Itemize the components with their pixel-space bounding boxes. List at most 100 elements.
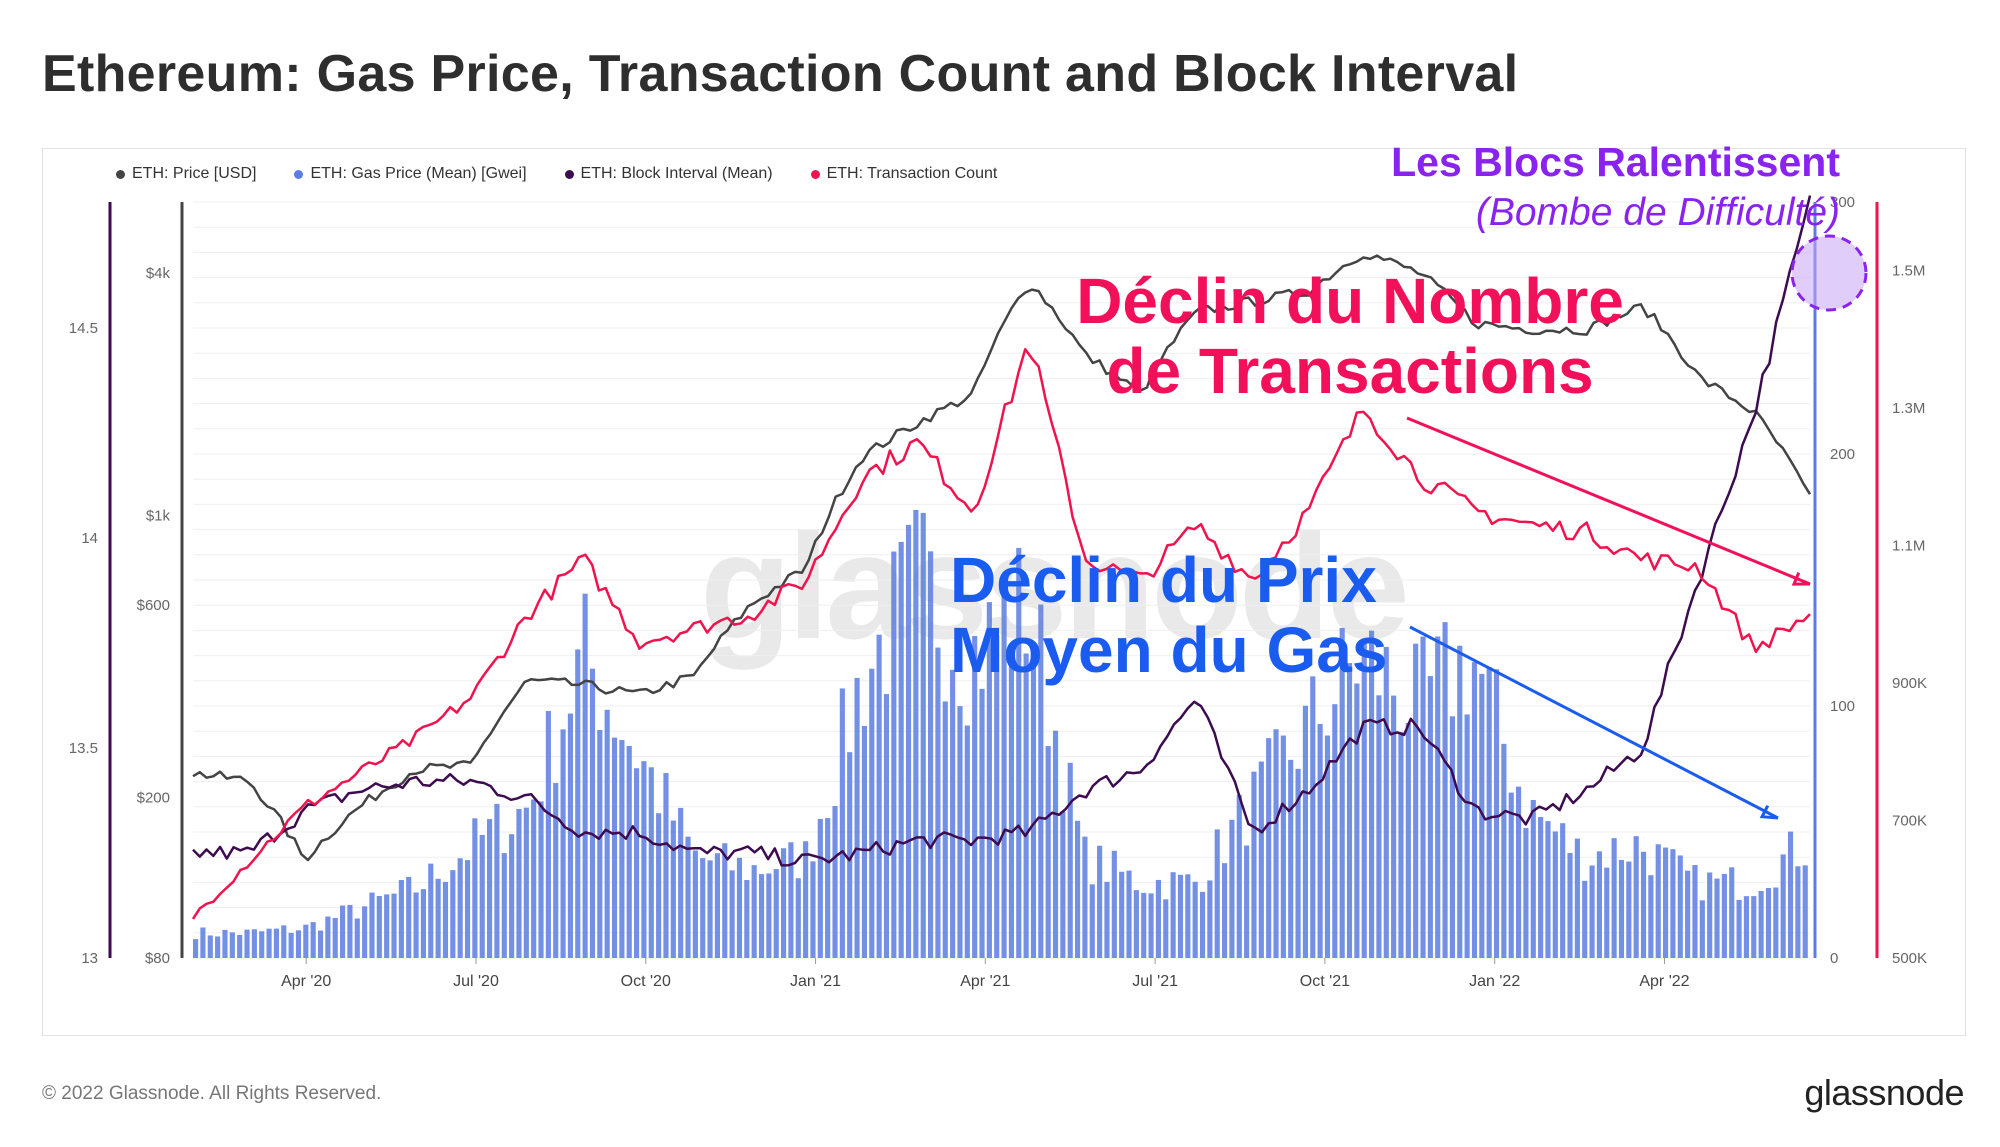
tick-label-tx: 900K (1892, 675, 1927, 692)
gas-bar (722, 843, 728, 958)
gas-bar (1148, 893, 1154, 958)
x-tick-label: Jan '22 (1469, 973, 1520, 990)
gas-bar (1530, 799, 1536, 958)
gas-bar (567, 713, 573, 958)
gas-bar (1765, 887, 1772, 958)
gas-bar (428, 863, 434, 958)
gas-bar (1560, 823, 1566, 958)
gas-bar (464, 860, 471, 958)
gas-bar (384, 894, 390, 958)
gas-bar (1038, 604, 1044, 958)
gas-bar (678, 807, 684, 958)
gas-bar (950, 669, 956, 958)
x-tick-label: Apr '22 (1639, 973, 1689, 990)
gas-bar (376, 896, 382, 958)
gas-bar (854, 677, 860, 958)
tick-label-tx: 500K (1892, 950, 1927, 967)
gas-bar (347, 904, 353, 958)
gas-bar (494, 803, 500, 958)
gas-bar (1479, 673, 1485, 958)
gas-bar (325, 916, 331, 958)
gas-bar (472, 818, 478, 958)
gas-bar (244, 929, 250, 958)
gas-bar (1155, 879, 1161, 958)
gas-bar (1016, 547, 1022, 958)
gas-bar (1280, 735, 1286, 958)
gas-bar (736, 857, 743, 958)
gas-bar (1185, 874, 1191, 958)
gas-bar (340, 905, 346, 958)
gas-bar (1486, 667, 1492, 958)
gas-bar (1302, 705, 1308, 958)
gas-bar (1538, 817, 1544, 958)
arrow-tx-decline-head (1791, 572, 1811, 586)
gas-bar (1214, 829, 1220, 958)
x-tick-label: Apr '20 (281, 973, 331, 990)
gas-bar (1126, 870, 1132, 958)
legend-item-gas[interactable]: ETH: Gas Price (Mean) [Gwei] (294, 165, 527, 183)
gas-bar (847, 752, 853, 958)
gas-bar (781, 848, 787, 958)
tick-label-block: 13 (81, 950, 98, 967)
series-line-block-interval (192, 195, 1812, 867)
annotation-blocks-subtitle: (Bombe de Difficulté) (1475, 191, 1840, 234)
legend-label: ETH: Block Interval (Mean) (580, 165, 773, 182)
gas-bar (560, 729, 566, 958)
legend-dot-icon (116, 169, 125, 179)
brand-logo[interactable]: glassnode (1804, 1072, 1964, 1113)
gas-bar (509, 834, 515, 958)
gas-bar (362, 906, 368, 958)
tick-label-price: $80 (145, 950, 170, 967)
gas-bar (1119, 871, 1125, 958)
gas-bar (1258, 761, 1264, 958)
tick-label-block: 14 (81, 530, 98, 547)
gas-bar (295, 930, 302, 958)
gas-bar (200, 927, 206, 958)
gas-bar (1192, 881, 1198, 958)
gas-bar (251, 929, 257, 958)
gas-bar (1545, 821, 1551, 958)
gas-bar (1721, 873, 1727, 958)
legend-item-tx[interactable]: ETH: Transaction Count (810, 165, 997, 183)
chart-legend: ETH: Price [USD] ETH: Gas Price (Mean) [… (116, 165, 997, 183)
legend-item-block[interactable]: ETH: Block Interval (Mean) (564, 165, 773, 183)
gas-bar (1310, 676, 1316, 958)
gas-bar (288, 932, 294, 958)
gas-bar (1177, 874, 1184, 958)
gas-bar (413, 892, 419, 958)
legend-item-price[interactable]: ETH: Price [USD] (116, 165, 256, 183)
highlight-circle (1792, 236, 1866, 310)
gas-bar (714, 853, 720, 958)
gas-bar (604, 709, 610, 958)
gas-bar (994, 635, 1000, 958)
gas-bar (1640, 851, 1647, 958)
gas-bar (1648, 875, 1654, 958)
gas-bar (1493, 669, 1500, 958)
tick-label-tx: 1.3M (1892, 400, 1925, 417)
gas-bar (1413, 643, 1419, 958)
gas-bar (215, 936, 221, 958)
gas-bar (1677, 855, 1683, 958)
gas-bar (1773, 887, 1779, 958)
gas-bar (1295, 768, 1301, 958)
gas-bar (1163, 899, 1169, 958)
x-tick-label: Apr '21 (960, 973, 1010, 990)
page-title: Ethereum: Gas Price, Transaction Count a… (42, 45, 1519, 103)
gas-bar (1449, 716, 1455, 958)
arrow-gas-decline (1409, 625, 1779, 820)
gas-bar (597, 729, 603, 958)
gas-bar (1199, 891, 1206, 958)
gas-bar (648, 767, 654, 958)
gas-bar (266, 928, 272, 958)
gas-bar (501, 853, 507, 958)
gas-bar (692, 850, 698, 958)
gas-bar (957, 706, 963, 958)
gas-bar (1501, 743, 1507, 958)
gas-bar (773, 869, 779, 958)
gas-bar (1369, 630, 1375, 958)
gas-bar (729, 870, 735, 958)
gas-bar (1030, 650, 1037, 958)
gas-bar (803, 841, 809, 958)
gas-bar (744, 880, 750, 958)
copyright-footer: © 2022 Glassnode. All Rights Reserved. (42, 1083, 382, 1104)
